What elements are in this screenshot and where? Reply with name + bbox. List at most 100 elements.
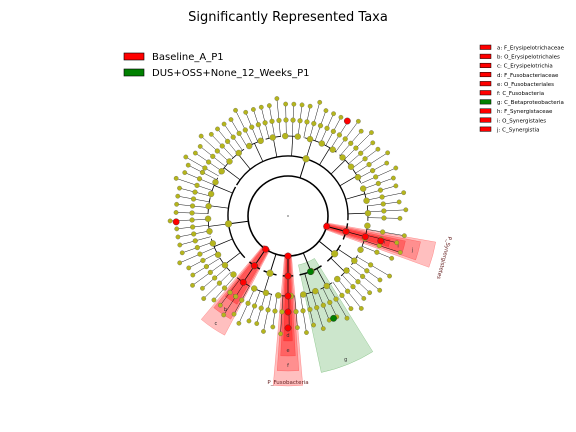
genus-node <box>246 318 252 324</box>
order-node <box>282 132 289 140</box>
family-node <box>194 182 200 188</box>
order-node <box>306 135 314 143</box>
family-node <box>230 134 236 140</box>
genus-node <box>377 287 383 293</box>
family-node <box>225 138 231 144</box>
genus-node <box>177 185 182 191</box>
genus-node <box>221 312 227 318</box>
family-node <box>251 303 258 309</box>
order-node <box>226 158 233 165</box>
family-node <box>216 280 222 286</box>
genus-node <box>243 109 249 115</box>
family-node <box>269 118 275 124</box>
family-node <box>191 231 197 237</box>
family-node <box>189 210 195 216</box>
branch <box>330 159 346 175</box>
genus-node <box>177 242 183 248</box>
legend-label: Baseline_A_P1 <box>152 52 224 63</box>
genus-node <box>401 233 407 239</box>
order-node <box>318 140 325 147</box>
genus-node <box>385 150 390 156</box>
leaf-branch <box>327 285 348 319</box>
family-node <box>381 208 387 214</box>
family-node <box>327 299 333 305</box>
family-node <box>262 120 268 126</box>
sig-node-synergistia <box>342 228 350 235</box>
sector-letter: j <box>411 247 413 253</box>
class-node <box>224 220 233 228</box>
branch <box>237 153 251 170</box>
family-node <box>245 300 251 306</box>
genus-node <box>186 265 192 271</box>
sig-node-extra <box>343 117 351 125</box>
family-node <box>255 122 261 128</box>
genus-node <box>236 320 242 326</box>
leaf-branch <box>344 132 372 160</box>
genus-node <box>217 302 223 308</box>
family-node <box>196 176 203 182</box>
phylum-label-fusobacteria: P_Fusobacteria <box>267 380 308 386</box>
taxa-swatch <box>479 126 492 132</box>
genus-node <box>254 321 260 326</box>
leaf-branch <box>185 156 219 177</box>
sig-node-fusobacteria-class <box>284 272 292 280</box>
order-node <box>214 251 222 258</box>
genus-node <box>299 102 305 108</box>
order-node <box>363 197 370 204</box>
leaf-branch <box>200 135 230 163</box>
taxa-swatch <box>479 99 492 105</box>
branch <box>272 137 278 158</box>
genus-node <box>307 103 313 109</box>
taxa-swatch <box>479 90 492 96</box>
order-node <box>269 134 276 141</box>
taxa-label: f: C_Fusobacteria <box>497 91 544 97</box>
genus-node <box>356 118 361 124</box>
leaf-branch <box>276 98 281 137</box>
genus-node <box>384 160 390 166</box>
sector-letter: g <box>344 357 347 363</box>
leaf-branch <box>263 294 272 332</box>
sig-node-erysipelotrichaceae <box>239 278 247 286</box>
family-node <box>336 132 342 138</box>
family-node <box>272 308 278 314</box>
family-node <box>293 309 299 315</box>
family-node <box>203 264 209 270</box>
taxa-swatch <box>479 53 492 59</box>
genus-node <box>283 101 289 107</box>
phylum-label-synergistetes: P_Synergistetes <box>435 236 452 280</box>
family-node <box>314 305 320 311</box>
branch <box>330 257 346 273</box>
family-node <box>190 196 197 202</box>
order-node <box>204 215 212 222</box>
family-node <box>297 118 303 124</box>
taxa-label: a: F_Erysipelotrichaceae <box>497 46 565 52</box>
genus-node <box>344 315 350 321</box>
branch <box>208 205 229 209</box>
order-node <box>209 240 216 247</box>
sector-letter: c <box>214 321 217 327</box>
family-node <box>320 302 326 308</box>
branch <box>213 185 233 194</box>
order-node <box>364 210 372 217</box>
genus-node <box>320 326 326 331</box>
genus-node <box>393 165 399 171</box>
family-node <box>364 268 370 274</box>
genus-node <box>401 190 407 196</box>
family-node <box>290 117 296 123</box>
sig-node-betaproteobacteria <box>307 268 314 276</box>
genus-node <box>391 175 396 181</box>
genus-node <box>228 117 234 122</box>
sig-node-extra <box>172 218 180 226</box>
sector-letter: f <box>287 363 289 369</box>
genus-node <box>174 201 179 207</box>
sig-node-synergistales <box>361 233 369 241</box>
taxa-swatch <box>479 117 492 123</box>
family-node <box>227 289 233 296</box>
leaf-branch <box>350 266 380 291</box>
genus-node <box>231 311 237 317</box>
order-node <box>235 149 242 157</box>
cladogram-tree <box>167 96 409 337</box>
legend-label: DUS+OSS+None_12_Weeks_P1 <box>152 68 310 79</box>
class-node <box>302 155 310 163</box>
genus-node <box>377 277 383 283</box>
